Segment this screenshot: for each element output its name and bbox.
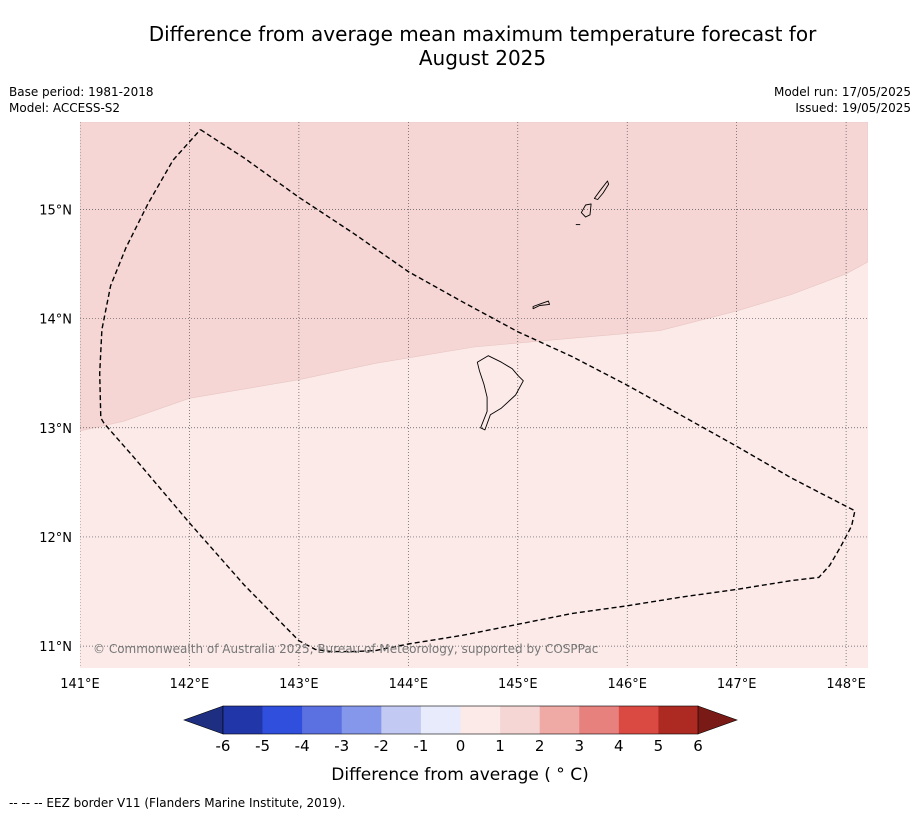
colorbar-tick-label: 3 (574, 737, 584, 755)
colorbar-label: Difference from average ( ° C) (331, 765, 588, 785)
lon-tick-label: 143°E (279, 677, 319, 692)
colorbar-swatch (262, 706, 303, 734)
eez-footnote: -- -- -- EEZ border V11 (Flanders Marine… (9, 796, 346, 810)
colorbar-tick-label: 5 (654, 737, 664, 755)
colorbar-tick-label: -1 (413, 737, 428, 755)
map-figure: © Commonwealth of Australia 2025, Bureau… (39, 122, 868, 785)
map-area: © Commonwealth of Australia 2025, Bureau… (80, 122, 868, 668)
colorbar-swatch (302, 706, 343, 734)
colorbar-swatch (500, 706, 540, 734)
base-period: Base period: 1981-2018 (9, 85, 154, 99)
colorbar-tick-label: -3 (334, 737, 349, 755)
lat-tick-label: 11°N (39, 640, 72, 655)
island-rota (532, 300, 550, 310)
map-axes: 15°N 14°N 13°N 12°N 11°N 141°E 142°E 143°E 144°E… (39, 203, 866, 692)
lat-tick-label: 12°N (39, 531, 72, 546)
colorbar-swatch (341, 706, 382, 734)
lon-tick-label: 147°E (717, 677, 757, 692)
colorbar-swatch (539, 706, 580, 734)
colorbar-tick-label: -4 (295, 737, 310, 755)
colorbar-swatch (460, 706, 501, 734)
meta-right: Model run: 17/05/2025 Issued: 19/05/2025 (774, 84, 911, 116)
island-guam (476, 355, 524, 431)
colorbar-tick-label: -2 (374, 737, 389, 755)
lon-tick-label: 141°E (60, 677, 100, 692)
colorbar-tick-label: 2 (535, 737, 545, 755)
colorbar-swatch (223, 706, 263, 734)
colorbar-swatch (420, 706, 461, 734)
island-tinian (580, 203, 592, 218)
colorbar-tick-label: -5 (255, 737, 270, 755)
lon-tick-label: 146°E (607, 677, 647, 692)
title-line-1: Difference from average mean maximum tem… (148, 22, 817, 46)
colorbar: -6 -5 -4 -3 -2 -1 0 1 2 3 4 5 6 Difference from avera… (183, 705, 738, 785)
colorbar-swatch (381, 706, 422, 734)
lat-tick-label: 13°N (39, 422, 72, 437)
eez-border (98, 129, 856, 653)
lat-tick-label: 14°N (39, 313, 72, 328)
colorbar-swatch (579, 706, 620, 734)
colorbar-swatch (658, 706, 699, 734)
lon-tick-label: 148°E (826, 677, 866, 692)
lon-tick-label: 145°E (498, 677, 538, 692)
title-line-2: August 2025 (418, 46, 547, 70)
colorbar-tick-label: 4 (614, 737, 624, 755)
meta-left: Base period: 1981-2018 Model: ACCESS-S2 (9, 84, 154, 116)
colorbar-tick-label: -6 (216, 737, 231, 755)
colorbar-tick-label: 6 (693, 737, 703, 755)
lon-tick-label: 144°E (389, 677, 429, 692)
issued-date: Issued: 19/05/2025 (795, 101, 911, 115)
lat-tick-label: 15°N (39, 203, 72, 218)
colorbar-under-arrow (183, 705, 224, 735)
island-saipan (593, 180, 610, 200)
model-name: Model: ACCESS-S2 (9, 101, 121, 115)
colorbar-over-arrow (697, 705, 738, 735)
lon-tick-label: 142°E (170, 677, 210, 692)
colorbar-swatch (618, 706, 659, 734)
colorbar-tick-label: 0 (456, 737, 466, 755)
copyright-notice: © Commonwealth of Australia 2025, Bureau… (93, 642, 598, 656)
region-1-to-2 (80, 122, 868, 432)
colorbar-tick-label: 1 (495, 737, 505, 755)
colorbar-frame (222, 705, 699, 735)
chart-title: Difference from average mean maximum tem… (0, 22, 919, 70)
model-run: Model run: 17/05/2025 (773, 85, 911, 99)
